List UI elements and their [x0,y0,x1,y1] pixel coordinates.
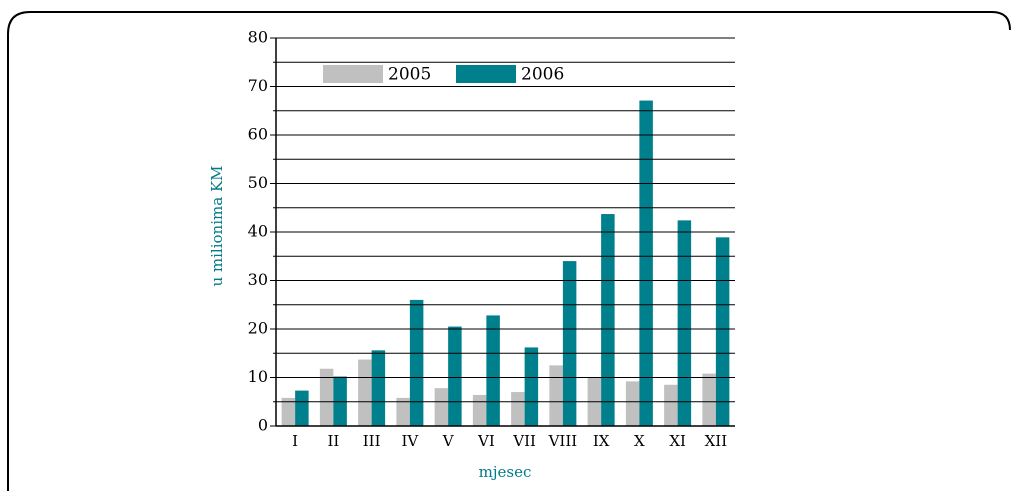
bar [715,237,730,426]
bar [601,214,615,426]
bar [281,397,296,426]
bar [625,381,640,426]
y-tick-label: 10 [248,367,268,386]
y-tick-label: 20 [248,319,268,338]
x-tick-label: IX [593,432,610,450]
bar [562,261,577,426]
bar [664,384,678,426]
x-tick-label: II [327,432,339,450]
legend-label: 2005 [388,65,431,85]
x-tick-label: X [634,432,645,450]
y-tick-label: 80 [248,28,268,47]
y-tick-label: 0 [258,416,268,435]
bar [409,299,424,426]
bar [371,350,386,426]
bar [358,359,372,426]
x-tick-label: I [292,432,298,450]
x-tick-label: V [442,432,455,450]
frame [7,11,1011,491]
bar [472,394,487,426]
bar [702,373,716,426]
x-tick-label: IV [401,432,419,450]
x-tick-label: XII [705,432,728,450]
bar [448,326,462,426]
bar [295,390,309,426]
bar [319,368,334,426]
x-tick-label: XI [669,432,686,450]
bar [511,392,525,426]
legend-swatch [323,65,383,83]
bar [677,220,692,426]
x-tick-label: VII [512,432,536,450]
y-axis-label: u milionima KM [208,165,226,286]
y-tick-label: 50 [248,173,268,192]
legend-swatch [456,65,516,83]
x-axis-label: mjesec [479,463,532,481]
bar [486,315,500,426]
bar [639,100,653,426]
x-tick-label: III [363,432,381,450]
y-tick-label: 60 [248,125,268,144]
y-tick-label: 30 [248,270,268,289]
x-tick-label: VIII [548,432,578,450]
x-tick-label: VI [477,432,495,450]
bar [524,347,539,426]
legend-label: 2006 [521,65,564,85]
y-tick-label: 40 [248,222,268,241]
bar [396,397,410,426]
bar [434,388,449,426]
y-tick-label: 70 [248,76,268,95]
bar [549,365,563,426]
